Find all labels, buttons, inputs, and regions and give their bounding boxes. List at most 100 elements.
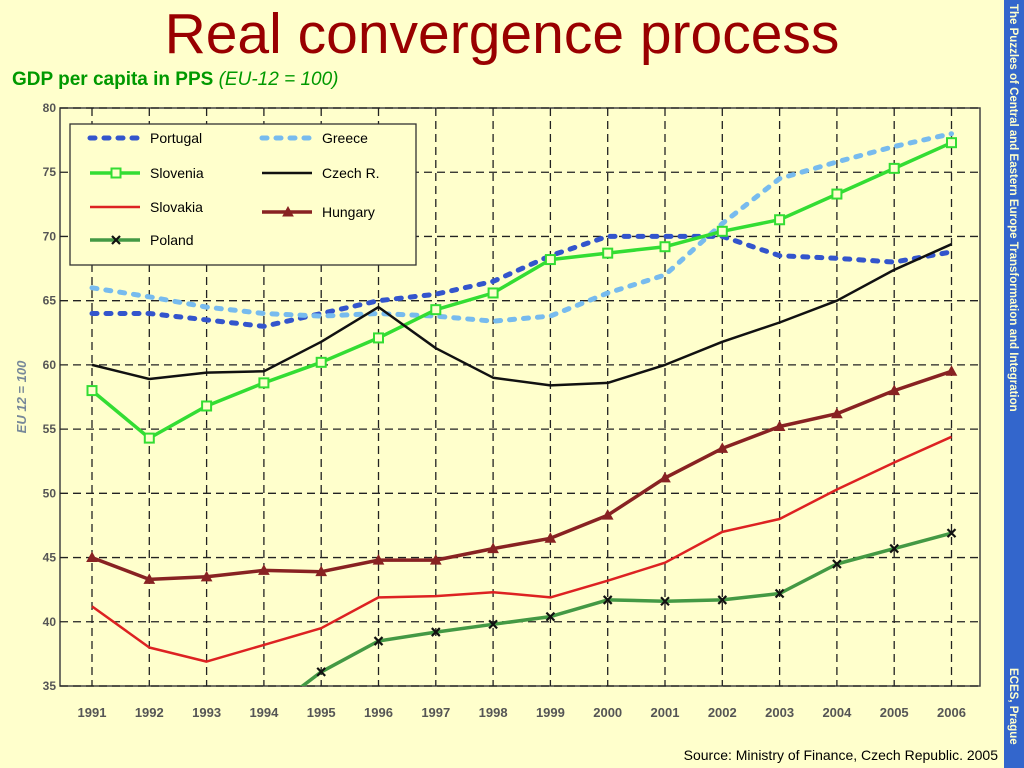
data-point-poland: [488, 619, 498, 630]
data-point-poland: [946, 528, 957, 538]
data-point-hungary: [429, 554, 442, 565]
data-point-hungary: [544, 532, 557, 543]
data-point-hungary: [601, 509, 614, 520]
legend-marker-poland: [111, 235, 121, 245]
data-point-poland: [373, 636, 384, 646]
data-point-slovenia: [831, 188, 843, 200]
data-point-hungary: [200, 570, 213, 582]
series-line-czech-r: [91, 243, 953, 387]
y-tick-label: 80: [43, 101, 57, 115]
x-tick-label: 2000: [593, 705, 622, 720]
y-axis-label: EU 12 = 100: [14, 360, 29, 433]
x-tick-label: 1993: [192, 705, 221, 720]
data-point-hungary: [258, 564, 270, 575]
data-point-slovenia: [774, 214, 786, 226]
data-point-hungary: [143, 573, 156, 584]
x-tick-label: 2005: [880, 705, 909, 720]
source-note: Source: Ministry of Finance, Czech Repub…: [683, 747, 998, 763]
chart-legend: Portugal Greece Slovenia Czech R. Slovakia Hu…: [69, 123, 417, 266]
data-point-poland: [774, 588, 785, 599]
y-tick-label: 70: [43, 229, 57, 243]
x-mark-stroke: [832, 559, 842, 569]
x-mark-stroke: [889, 543, 899, 554]
sidebar-band: [1004, 0, 1024, 768]
legend-label-greece: Greece: [322, 130, 368, 146]
x-tick-label: 1994: [249, 705, 279, 720]
chart-subtitle: GDP per capita in PPS (EU-12 = 100): [12, 69, 338, 91]
data-point-slovenia: [888, 162, 900, 174]
sidebar-title: The Puzzles of Central and Eastern Europ…: [1007, 4, 1019, 412]
x-tick-label: 2003: [765, 705, 794, 720]
legend-label-slovenia: Slovenia: [150, 165, 204, 181]
y-tick-label: 55: [43, 422, 57, 436]
y-tick-label: 50: [43, 486, 57, 500]
series-line-slovakia: [91, 435, 953, 663]
x-mark-stroke: [111, 235, 121, 245]
data-point-poland: [889, 543, 899, 554]
data-point-hungary: [945, 365, 958, 376]
legend-label-portugal: Portugal: [150, 130, 202, 146]
x-mark-stroke: [660, 596, 670, 607]
legend-label-hungary: Hungary: [322, 204, 375, 220]
x-mark-stroke: [316, 667, 326, 677]
data-point-poland: [717, 595, 728, 605]
data-point-poland: [602, 595, 613, 605]
x-mark-stroke: [431, 627, 441, 637]
x-tick-label: 1996: [364, 705, 393, 720]
series-line-portugal: [89, 233, 954, 329]
x-tick-label: 2002: [708, 705, 737, 720]
x-mark-stroke: [774, 588, 785, 599]
x-mark-stroke: [373, 636, 384, 646]
data-point-slovenia: [86, 385, 98, 397]
x-mark-stroke: [717, 595, 728, 605]
data-point-poland: [832, 559, 842, 569]
data-point-slovenia: [258, 377, 270, 389]
data-point-hungary: [487, 542, 499, 554]
data-point-slovenia: [143, 432, 155, 444]
data-point-slovenia: [487, 287, 499, 299]
series-line-greece: [89, 131, 954, 324]
data-point-poland: [660, 596, 670, 607]
legend-label-czech-r: Czech R.: [322, 165, 380, 181]
x-mark-stroke: [602, 595, 613, 605]
x-tick-label: 1995: [307, 705, 336, 720]
data-point-slovenia: [373, 332, 384, 344]
y-tick-label: 75: [43, 165, 57, 179]
x-tick-label: 1991: [78, 705, 107, 720]
legend-label-slovakia: Slovakia: [150, 199, 203, 215]
series-line-slovenia: [90, 141, 953, 440]
sidebar-footer: ECES, Prague: [1007, 668, 1019, 745]
subtitle-main: GDP per capita in PPS: [12, 69, 214, 90]
data-point-slovenia: [946, 137, 957, 149]
data-point-slovenia: [659, 241, 671, 253]
legend-marker-slovenia: [110, 167, 122, 179]
data-point-poland: [545, 611, 556, 622]
y-tick-label: 65: [43, 294, 57, 308]
legend-label-poland: Poland: [150, 232, 194, 248]
y-tick-label: 60: [43, 358, 57, 372]
x-mark-stroke: [545, 611, 556, 622]
series-layer: [86, 131, 958, 686]
data-point-hungary: [86, 551, 98, 563]
x-tick-label: 2004: [822, 705, 852, 720]
x-tick-label: 2001: [651, 705, 680, 720]
data-point-hungary: [831, 407, 843, 419]
data-point-slovenia: [544, 254, 556, 266]
x-mark-stroke: [946, 528, 957, 538]
data-point-hungary: [315, 565, 328, 577]
x-tick-label: 1992: [135, 705, 164, 720]
data-point-slovenia: [430, 304, 442, 316]
y-tick-label: 45: [43, 551, 57, 565]
slide-title: Real convergence process: [164, 2, 840, 66]
x-mark-stroke: [488, 619, 498, 630]
subtitle-note: (EU-12 = 100): [218, 69, 339, 90]
data-point-hungary: [659, 471, 671, 483]
data-point-poland: [431, 627, 441, 637]
data-point-slovenia: [716, 225, 728, 237]
data-point-poland: [316, 667, 326, 677]
x-tick-label: 1997: [421, 705, 450, 720]
gdp-line-chart: 35 40 45 50 55 60 65 70 75 80 1991 1992 1993 1994 1995…: [14, 101, 981, 720]
legend-marker-hungary: [282, 205, 294, 217]
data-point-hungary: [888, 384, 901, 396]
data-point-slovenia: [201, 400, 213, 412]
